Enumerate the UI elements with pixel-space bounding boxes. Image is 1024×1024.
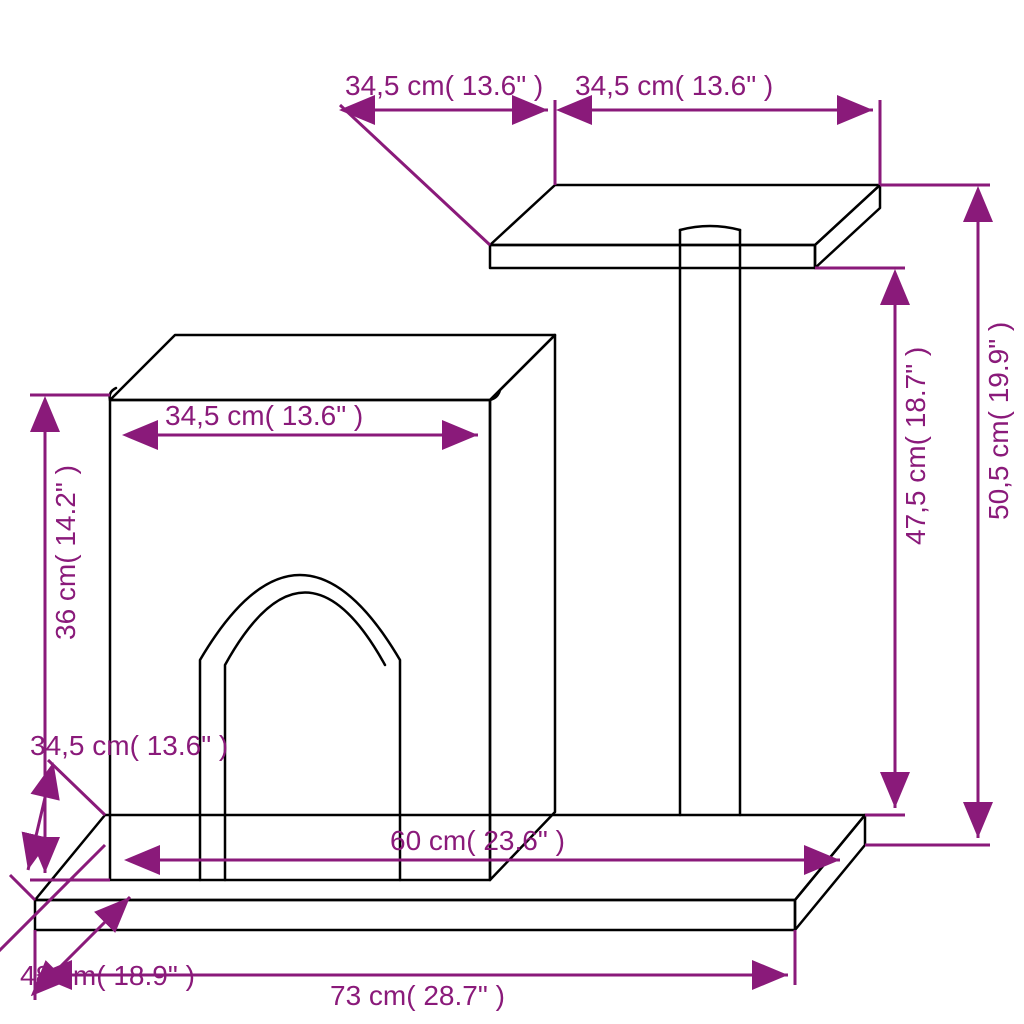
dim-post-height: 47,5 cm( 18.7" ) (900, 347, 931, 545)
dim-overall-height: 50,5 cm( 19.9" ) (983, 322, 1014, 520)
dim-top-platform-depth: 34,5 cm( 13.6" ) (345, 70, 543, 101)
dim-box-inner-width: 34,5 cm( 13.6" ) (165, 400, 363, 431)
dim-base-width: 73 cm( 28.7" ) (330, 980, 505, 1011)
dim-base-inner-width: 60 cm( 23.6" ) (390, 825, 565, 856)
dimensions-layer: 34,5 cm( 13.6" ) 34,5 cm( 13.6" ) 34,5 c… (0, 70, 1014, 1011)
dim-box-depth: 34,5 cm( 13.6" ) (30, 730, 228, 761)
dimension-diagram: 34,5 cm( 13.6" ) 34,5 cm( 13.6" ) 34,5 c… (0, 0, 1024, 1024)
dim-box-height: 36 cm( 14.2" ) (50, 465, 81, 640)
product-outline (35, 185, 880, 930)
dim-top-platform-width: 34,5 cm( 13.6" ) (575, 70, 773, 101)
